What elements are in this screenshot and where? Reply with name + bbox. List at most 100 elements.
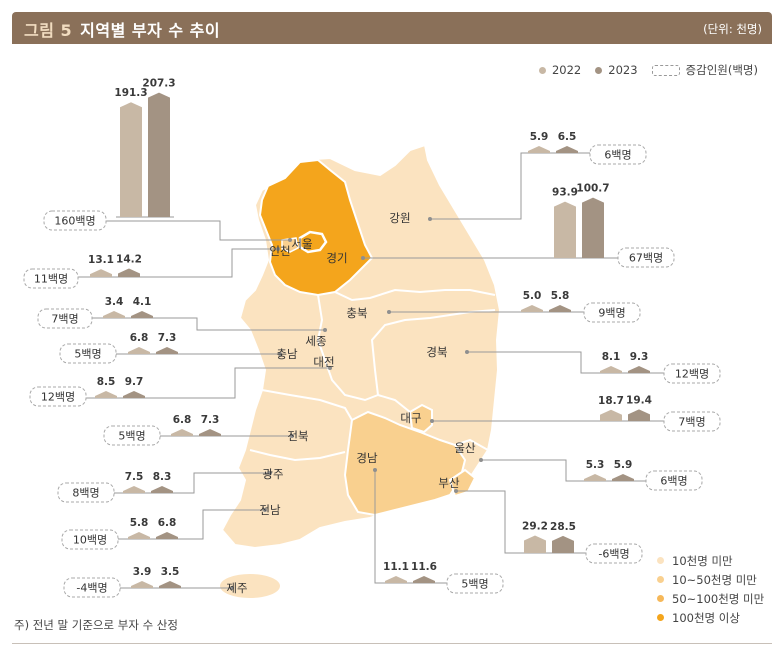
- bar-2022: [600, 366, 622, 373]
- bar-2023: [628, 366, 650, 373]
- region-anchor-dot: [328, 366, 332, 370]
- change-box: [663, 411, 721, 432]
- bar-2023-value: 9.3: [630, 351, 649, 363]
- region-anchor-dot: [276, 247, 280, 251]
- change-value: 7백명: [678, 416, 705, 429]
- bar-2023: [131, 311, 153, 318]
- change-value: -6백명: [598, 548, 629, 561]
- map-jeju: [220, 574, 280, 598]
- change-value: 6백명: [660, 475, 687, 488]
- unit-label: (단위: 천명): [703, 22, 762, 36]
- legend-item-2022: 2022: [538, 63, 582, 77]
- bar-2022-value: 93.9: [552, 187, 578, 199]
- bar-2023: [156, 532, 178, 539]
- bar-2023: [582, 197, 604, 258]
- bar-2022: [120, 102, 142, 217]
- region-anchor-dot: [465, 350, 469, 354]
- bar-2022-value: 8.5: [97, 376, 116, 388]
- map-daegu: [408, 403, 433, 434]
- region-anchor-dot: [428, 217, 432, 221]
- tier-legend-item-3: 50~100천명 미만: [657, 589, 764, 608]
- change-value: 10백명: [73, 534, 107, 547]
- change-value: 11백명: [34, 273, 68, 286]
- bar-2022: [95, 391, 117, 398]
- region-anchor-dot: [278, 352, 282, 356]
- legend-label-change: 증감인원(백명): [685, 63, 758, 77]
- footer-divider: [12, 643, 772, 644]
- bar-2023-value: 8.3: [153, 471, 172, 483]
- map-incheon: [281, 237, 299, 253]
- change-value: 12백명: [675, 368, 709, 381]
- change-value: 8백명: [72, 487, 99, 500]
- legend-label-2023: 2023: [608, 63, 638, 77]
- bar-2022-value: 191.3: [114, 87, 147, 99]
- bar-2022: [521, 305, 543, 312]
- region-anchor-dot: [268, 471, 272, 475]
- bar-2023: [123, 391, 145, 398]
- bar-2022: [600, 409, 622, 421]
- bar-2022: [528, 146, 550, 153]
- bar-2023-value: 9.7: [125, 376, 144, 388]
- series-legend: 2022 2023 증감인원(백명): [538, 62, 758, 78]
- map-label-광주: 광주: [262, 467, 283, 481]
- tier1-dot-icon: [657, 557, 664, 564]
- bar-2022-value: 6.8: [173, 414, 192, 426]
- bar-2022-value: 5.9: [530, 131, 549, 143]
- map-borders: [249, 288, 496, 462]
- map-label-인천: 인천: [269, 244, 290, 258]
- region-anchor-dot: [387, 310, 391, 314]
- change-box: [29, 386, 87, 407]
- tier-legend-item-1: 10천명 미만: [657, 551, 764, 570]
- tier3-dot-icon: [657, 595, 664, 602]
- change-box: [23, 268, 79, 289]
- bar-2023-value: 6.5: [558, 131, 577, 143]
- map-label-충북: 충북: [346, 306, 367, 320]
- region-anchor-dot: [290, 434, 294, 438]
- change-box: [59, 343, 117, 364]
- bar-2023: [628, 409, 650, 421]
- change-box: [585, 543, 643, 564]
- change-box: [57, 482, 115, 503]
- region-anchor-dot: [361, 256, 365, 260]
- bar-2022-value: 5.0: [523, 290, 542, 302]
- bar-2023-value: 11.6: [411, 561, 437, 573]
- change-value: 12백명: [41, 391, 75, 404]
- legend-dot-2023: [595, 66, 603, 74]
- tier-legend-item-4: 100천명 이상: [657, 608, 764, 627]
- bar-2023: [552, 535, 574, 553]
- region-anchor-dot: [230, 586, 234, 590]
- footnote: 주) 전년 말 기준으로 부자 수 산정: [14, 618, 178, 632]
- bar-2022-value: 7.5: [125, 471, 144, 483]
- bar-2022: [584, 474, 606, 481]
- bar-2023: [156, 347, 178, 354]
- change-box: [61, 529, 119, 550]
- bar-2022: [524, 535, 546, 553]
- figure-number: 그림 5: [24, 21, 73, 40]
- change-box: [589, 144, 647, 165]
- region-anchor-dot: [454, 489, 458, 493]
- bar-2022-value: 29.2: [522, 520, 548, 532]
- change-box: [446, 573, 504, 594]
- leader-line: [86, 367, 330, 399]
- change-box: [103, 425, 161, 446]
- bar-2023-value: 14.2: [116, 253, 142, 265]
- map-label-대전: 대전: [313, 355, 334, 369]
- bar-2022: [123, 486, 145, 493]
- change-value: 5백명: [461, 578, 488, 591]
- bar-2023-value: 19.4: [626, 394, 652, 406]
- legend-label-2022: 2022: [551, 63, 582, 77]
- bar-2022: [128, 532, 150, 539]
- change-box: [617, 247, 675, 268]
- bar-2022-value: 8.1: [602, 351, 621, 363]
- bar-2023-value: 7.3: [158, 332, 177, 344]
- map-label-전북: 전북: [287, 429, 308, 443]
- bar-2022-value: 18.7: [598, 395, 624, 407]
- bar-2023-value: 4.1: [133, 296, 152, 308]
- tier2-dot-icon: [657, 576, 664, 583]
- change-value: 7백명: [51, 313, 78, 326]
- figure-header: 그림 5 지역별 부자 수 추이 (단위: 천명): [12, 12, 772, 44]
- map-label-경남: 경남: [356, 451, 378, 465]
- bar-2022: [90, 269, 112, 277]
